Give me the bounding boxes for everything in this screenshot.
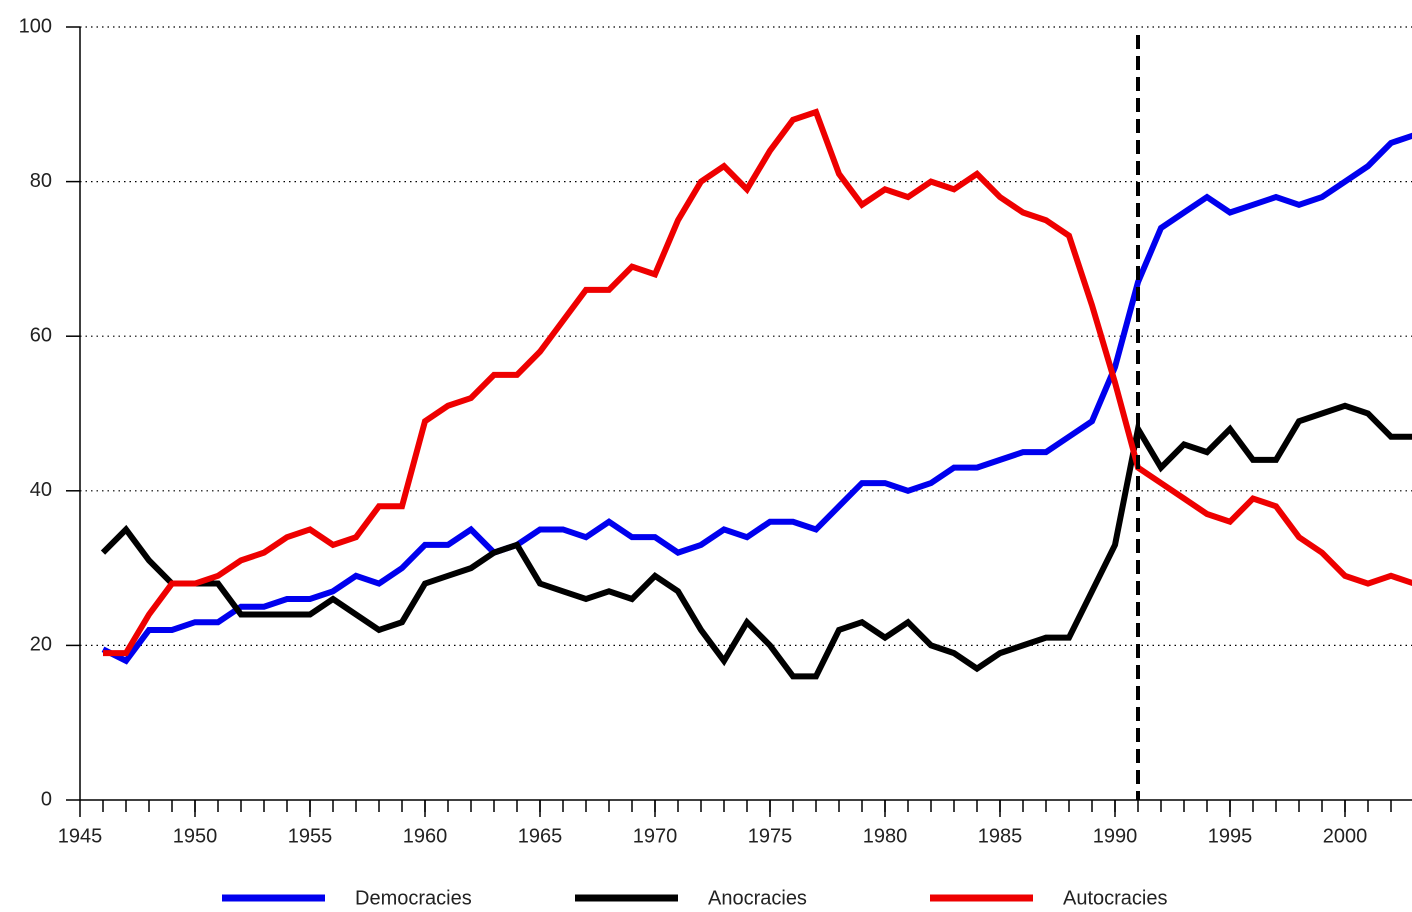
y-tick-label: 80 (30, 170, 52, 192)
x-tick-label: 2000 (1323, 825, 1368, 847)
series-line (100, 402, 1412, 680)
y-tick-label: 40 (30, 479, 52, 501)
x-tick-label: 1945 (58, 825, 103, 847)
legend-label: Autocracies (1063, 887, 1168, 909)
x-tick-label: 1995 (1208, 825, 1253, 847)
x-tick-label: 1960 (403, 825, 448, 847)
y-tick-label: 0 (41, 788, 52, 810)
x-tick-label: 1975 (748, 825, 793, 847)
legend-label: Anocracies (708, 887, 807, 909)
y-tick-label: 100 (19, 15, 52, 37)
x-tick-label: 1980 (863, 825, 908, 847)
y-tick-label: 20 (30, 634, 52, 656)
y-tick-label: 60 (30, 324, 52, 346)
series-line (101, 132, 1412, 665)
x-tick-label: 1985 (978, 825, 1023, 847)
x-tick-label: 1990 (1093, 825, 1138, 847)
x-tick-label: 1955 (288, 825, 333, 847)
x-tick-label: 1965 (518, 825, 563, 847)
legend-label: Democracies (355, 887, 472, 909)
x-tick-label: 1970 (633, 825, 678, 847)
series-line (103, 108, 1412, 657)
x-tick-label: 1950 (173, 825, 218, 847)
